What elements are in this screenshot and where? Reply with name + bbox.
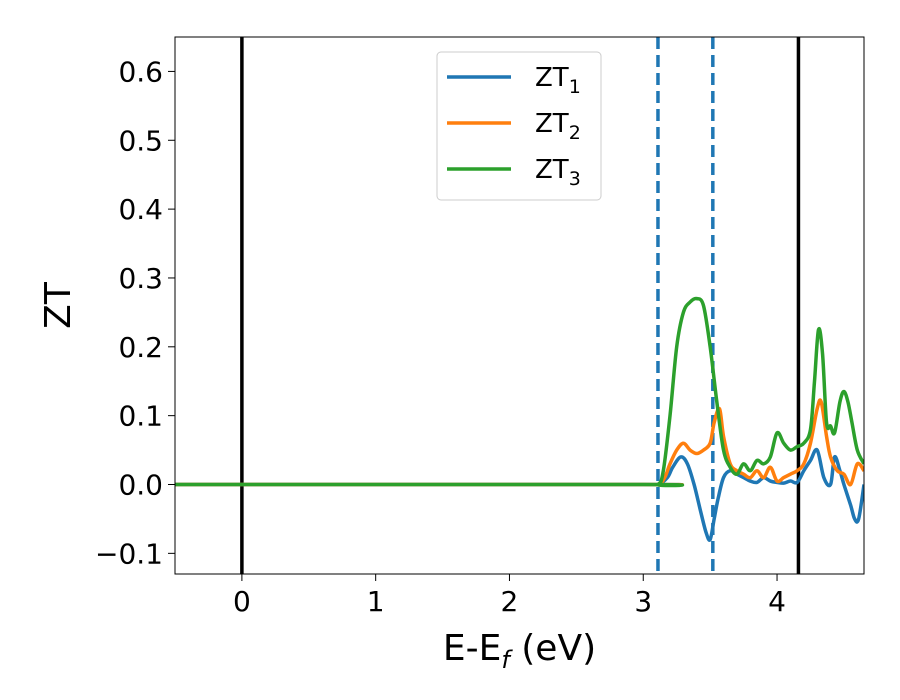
y-axis-ticks: −0.1 0.0 0.1 0.2 0.3 0.4 0.5 0.6 (95, 55, 175, 570)
series-line-zt2 (175, 398, 864, 487)
x-label-unit: (eV) (510, 628, 596, 669)
y-tick-label: 0.6 (118, 55, 163, 88)
legend-label-subscript: 2 (569, 122, 581, 144)
legend-box (436, 51, 602, 201)
legend-label-main: ZT (535, 155, 569, 185)
y-tick-label: 0.5 (118, 124, 163, 157)
y-tick-label: 0.4 (118, 193, 163, 226)
plot-frame (174, 36, 865, 575)
legend-label-main: ZT (535, 63, 569, 93)
legend-label: ZT3 (535, 155, 581, 190)
legend-label-subscript: 3 (569, 168, 581, 190)
y-tick-label: 0.0 (118, 469, 163, 502)
legend-label-main: ZT (535, 109, 569, 139)
y-tick-label: 0.2 (118, 331, 163, 364)
x-tick-label: 4 (768, 585, 786, 618)
legend-label: ZT2 (535, 109, 581, 144)
x-tick-label: 2 (501, 585, 519, 618)
series-layer (175, 296, 864, 542)
x-label-main: E-E (443, 628, 501, 669)
x-tick-label: 1 (367, 585, 385, 618)
x-tick-label: 3 (634, 585, 652, 618)
legend-label: ZT1 (535, 63, 581, 98)
x-tick-label: 0 (233, 585, 251, 618)
y-tick-label: 0.1 (118, 400, 163, 433)
y-axis-label: ZT (38, 281, 79, 329)
legend-label-subscript: 1 (569, 76, 581, 98)
x-axis-label: E-Ef (eV) (443, 628, 596, 674)
series-line-zt3 (175, 296, 864, 488)
x-axis-ticks: 0 1 2 3 4 (233, 574, 786, 618)
y-tick-label: −0.1 (95, 537, 163, 570)
y-tick-label: 0.3 (118, 262, 163, 295)
